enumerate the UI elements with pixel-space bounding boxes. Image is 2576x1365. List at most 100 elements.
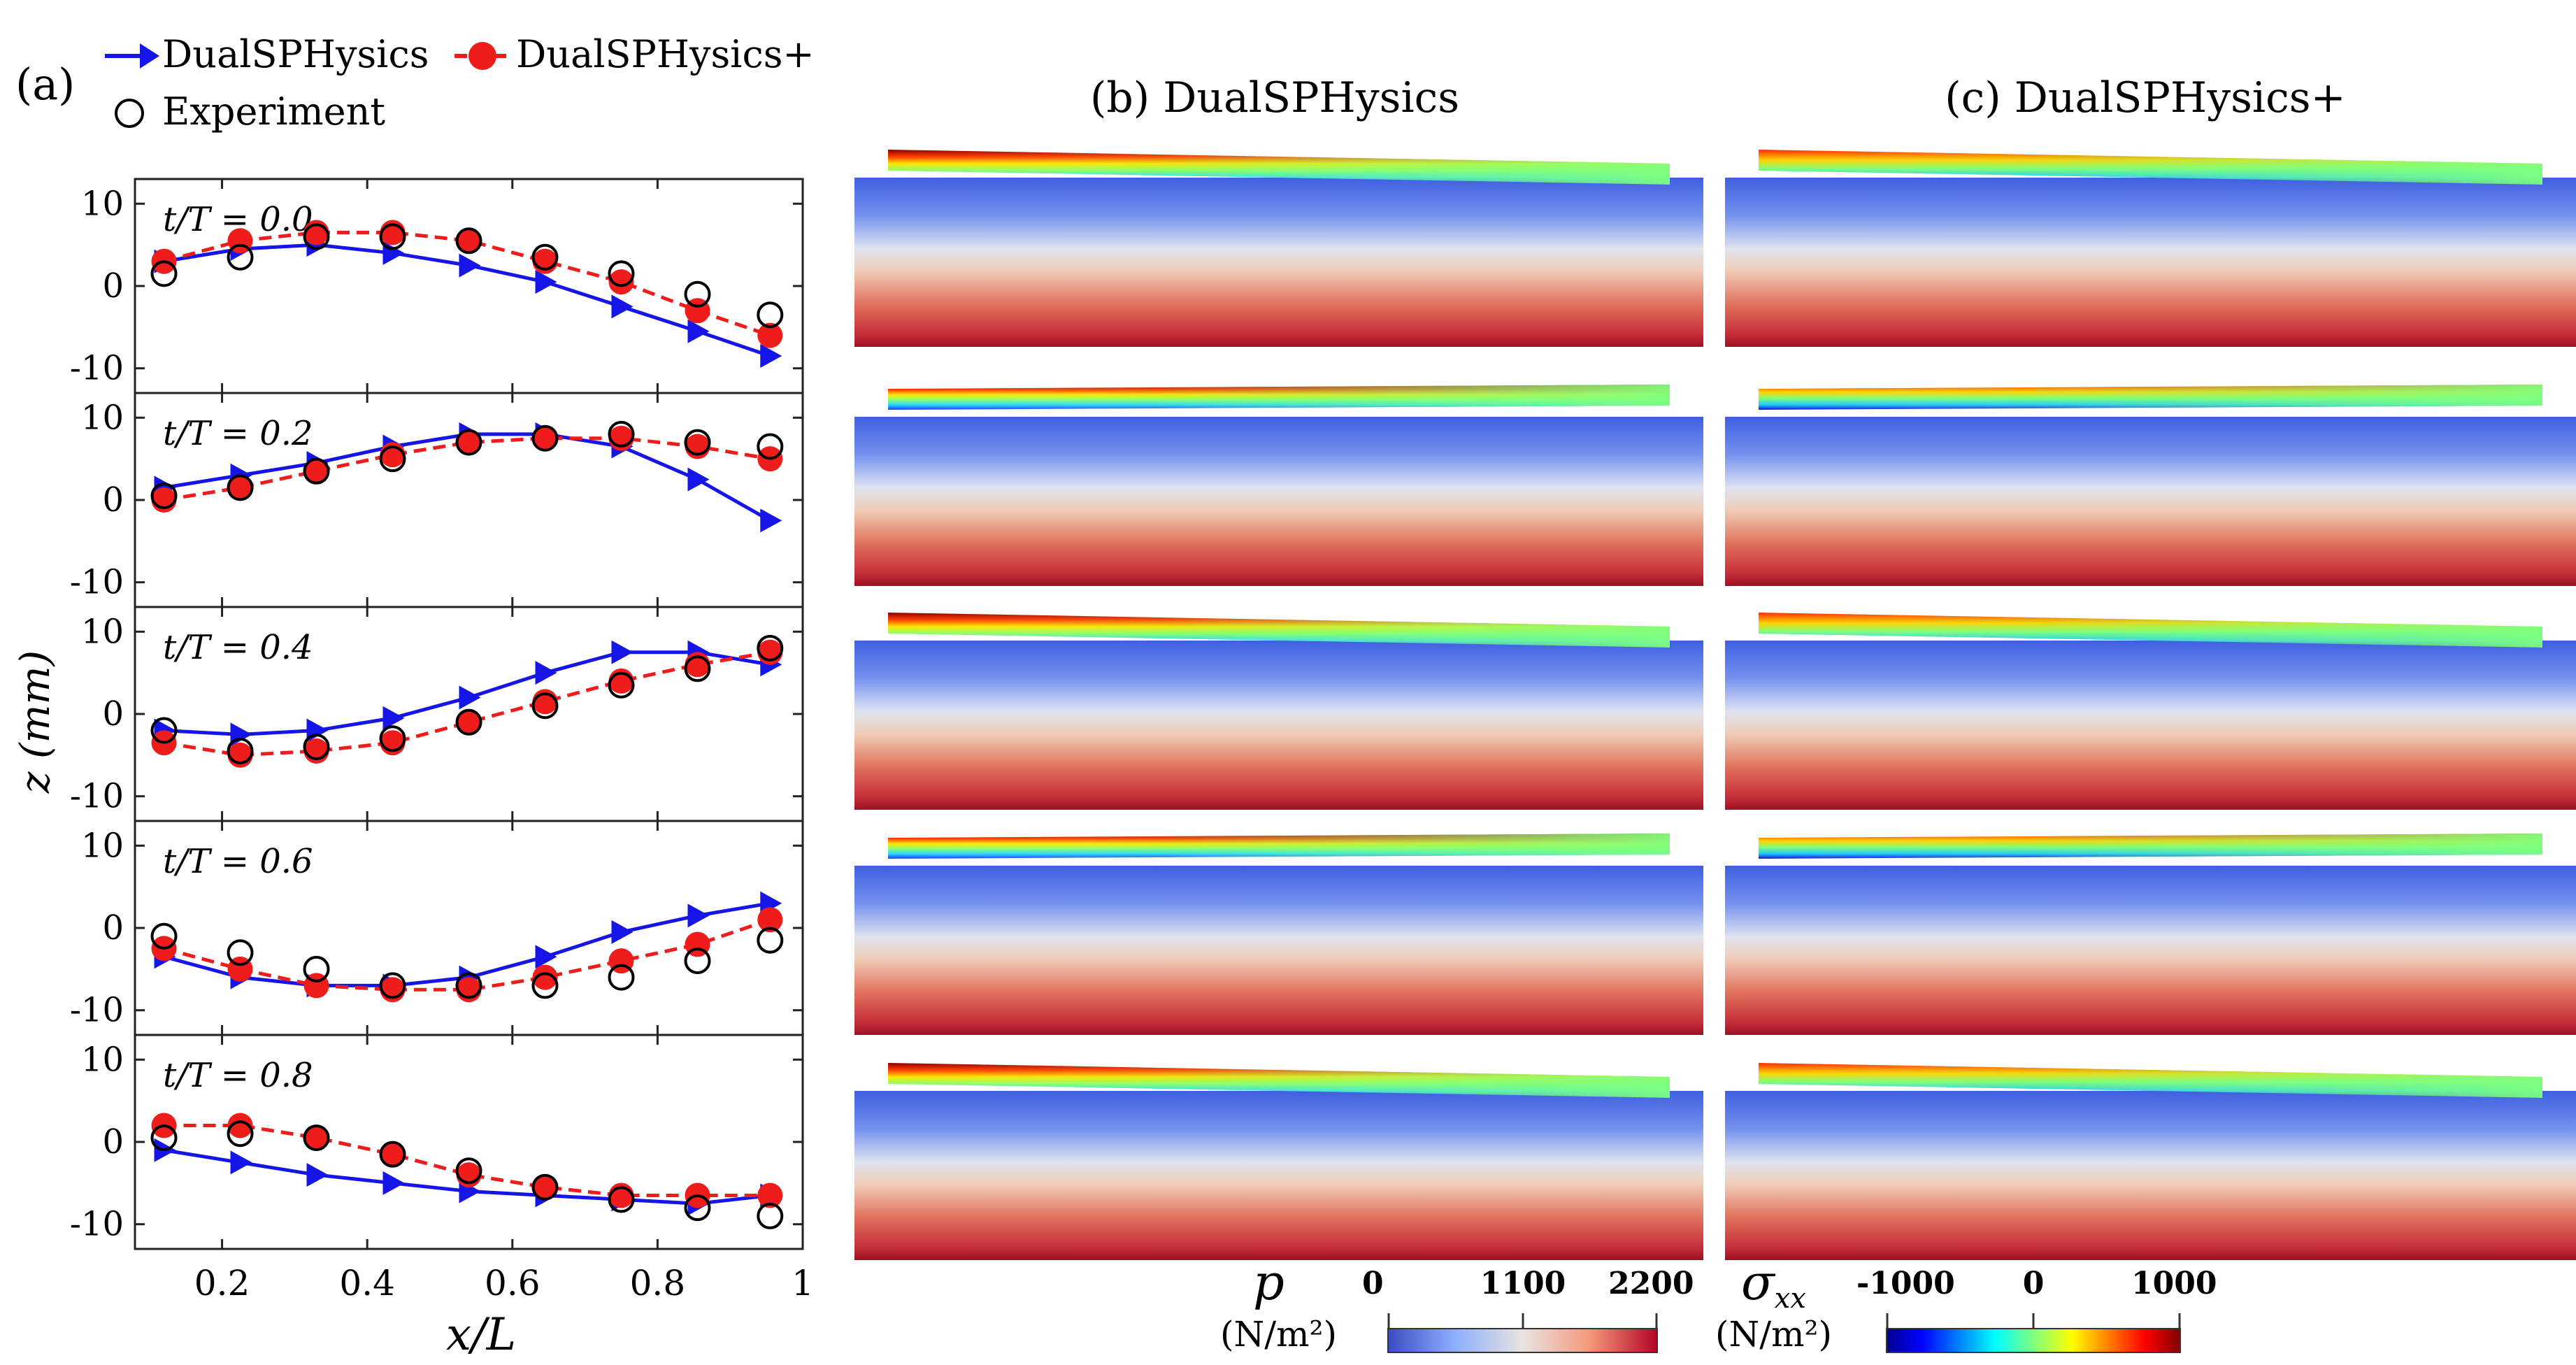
experiment-point: [150, 260, 178, 287]
subplot-label: t/T = 0.4: [163, 628, 313, 667]
experiment-point: [303, 457, 330, 485]
experiment-point: [757, 433, 784, 460]
experiment-point: [455, 972, 482, 999]
dualsphysics-point: [382, 706, 405, 730]
experiment-point: [684, 655, 711, 682]
plate-overlay: [888, 834, 1670, 859]
fluid-pressure-field: [1725, 641, 2576, 810]
dualsphysicsplus-point: [456, 429, 482, 455]
dualsphysics-point: [611, 294, 634, 319]
series-dualsphysicsplus-line: [164, 650, 771, 757]
experiment-point: [608, 260, 635, 287]
fluid-pressure-field: [1725, 178, 2576, 347]
experiment-point: [227, 939, 254, 966]
experiment-point: [379, 1141, 406, 1168]
fluid-pressure-field: [1725, 1091, 2576, 1260]
fluid-pressure-field: [1725, 866, 2576, 1035]
experiment-point: [684, 429, 711, 456]
y-tick-label: 10: [81, 1040, 124, 1079]
stress-tick-1: 0: [2023, 1266, 2045, 1301]
dualsphysicsplus-point: [227, 1113, 253, 1138]
stress-tick-0: -1000: [1856, 1266, 1955, 1301]
dualsphysics-point: [687, 467, 710, 492]
experiment-point: [531, 243, 559, 271]
fluid-pressure-field: [854, 641, 1703, 810]
y-axis-label: z (mm): [11, 650, 59, 794]
dualsphysicsplus-point: [456, 228, 482, 254]
experiment-point: [379, 725, 406, 752]
series-dualsphysicsplus-line: [163, 917, 771, 992]
x-tick-label: 0.4: [339, 1263, 395, 1303]
experiment-point: [379, 445, 406, 473]
subplot-label: t/T = 0.8: [163, 1056, 313, 1095]
experiment-point: [608, 1186, 635, 1213]
subplot-2: 10 0 -10 t/T = 0.4: [70, 606, 804, 822]
x-tick-label: 0.2: [194, 1263, 250, 1303]
experiment-point: [379, 223, 406, 250]
y-tick-label: 0: [102, 694, 124, 734]
experiment-point: [531, 972, 559, 999]
y-tick-label: 0: [102, 266, 124, 306]
subplot-0: 100-10t/T = 0.0: [70, 178, 804, 394]
series-dualsphysicsplus-line: [164, 1123, 771, 1197]
dualsphysics-point: [306, 1163, 329, 1187]
dualsphysics-point: [760, 344, 782, 369]
stress-unit: (N/m²): [1715, 1314, 1832, 1355]
experiment-point: [531, 692, 559, 720]
fluid-pressure-field: [854, 1091, 1703, 1260]
dualsphysics-point: [687, 903, 710, 928]
legend-dualplus-label: DualSPHysics+: [516, 32, 815, 76]
legend-dual-marker: [140, 43, 159, 69]
legend-experiment-label: Experiment: [162, 90, 385, 134]
subplot-label: t/T = 0.6: [163, 842, 313, 881]
dualsphysics-point: [535, 270, 557, 294]
plate-overlay: [888, 1063, 1670, 1098]
experiment-point: [150, 1124, 178, 1152]
legend-experiment-marker: [115, 99, 144, 128]
dualsphysics-snapshot-3: [854, 834, 1703, 1035]
experiment-point: [531, 424, 559, 452]
dualsphysicsplus-point: [757, 1182, 783, 1208]
dualsphysicsplus-point: [757, 907, 783, 933]
experiment-point: [303, 1124, 330, 1152]
dualsphysics-point: [459, 253, 481, 278]
experiment-point: [150, 483, 178, 510]
legend-dual-label: DualSPHysics: [162, 32, 429, 76]
experiment-point: [150, 717, 178, 744]
experiment-point: [379, 972, 406, 999]
dualsphysicsplus-point: [532, 964, 558, 990]
dualsphysics-snapshot-4: [854, 1063, 1703, 1260]
dualsphysicsplus-point: [303, 1125, 329, 1151]
legend: DualSPHysics DualSPHysics+ Experiment: [105, 32, 815, 134]
experiment-point: [227, 474, 254, 501]
dualsphysics-point: [611, 920, 634, 944]
y-tick-label: 10: [81, 826, 124, 865]
x-tick-label: 1: [792, 1263, 814, 1303]
x-tick-label: 0.6: [485, 1263, 541, 1303]
experiment-point: [608, 420, 635, 448]
experiment-point: [303, 955, 330, 982]
experiment-point: [757, 927, 784, 954]
experiment-point: [757, 634, 784, 662]
y-tick-label: 0: [102, 1122, 124, 1162]
y-tick-label: -10: [70, 1205, 124, 1244]
pressure-tick-1: 1100: [1480, 1266, 1566, 1301]
experiment-point: [303, 223, 330, 250]
x-axis-label: x/L: [446, 1309, 516, 1361]
experiment-point: [608, 671, 635, 699]
dualsphysics-point: [611, 640, 634, 664]
dualsphysicsplus-point: [532, 425, 558, 451]
dualsphysicsplus-point: [456, 709, 482, 735]
dualsphysics-point: [535, 945, 557, 969]
subplot-4: 10 0 -10 0.2 0.4 0.6 0.8 1 t/T = 0.8: [70, 1034, 814, 1303]
plate-overlay: [1759, 834, 2542, 859]
experiment-point: [227, 1120, 254, 1148]
stress-colorbar: σxx (N/m²) -1000 0 1000: [1715, 1254, 2217, 1355]
plate-overlay: [888, 150, 1670, 185]
pressure-colorbar-gradient: [1387, 1328, 1658, 1353]
dualsphysicsplus-point: [303, 458, 329, 484]
subplot-3: 10 0 -10 t/T = 0.6: [70, 820, 804, 1036]
pressure-tick-2: 2200: [1608, 1266, 1694, 1301]
